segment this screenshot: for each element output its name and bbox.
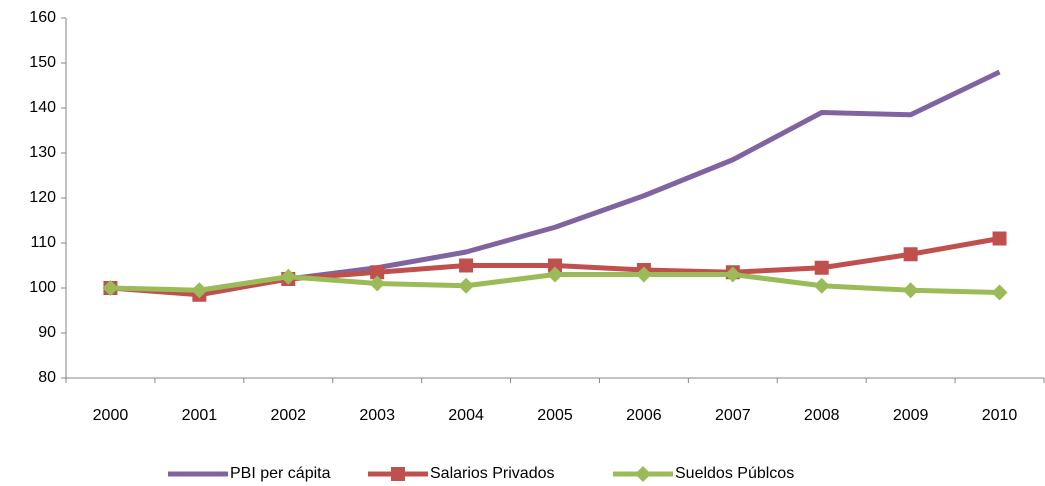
y-tick-label: 100 <box>29 279 56 296</box>
marker <box>724 266 741 283</box>
x-tick-label: 2005 <box>537 407 573 424</box>
marker <box>191 282 208 299</box>
x-tick-label: 2007 <box>715 407 751 424</box>
marker <box>813 277 830 294</box>
y-tick-label: 140 <box>29 99 56 116</box>
legend-label: PBI per cápita <box>230 465 331 482</box>
marker <box>635 266 652 283</box>
marker <box>391 467 405 481</box>
y-tick-label: 80 <box>38 369 56 386</box>
marker <box>991 284 1008 301</box>
marker <box>635 466 651 482</box>
x-tick-label: 2001 <box>182 407 218 424</box>
y-tick-label: 120 <box>29 189 56 206</box>
x-tick-label: 2006 <box>626 407 662 424</box>
x-tick-label: 2003 <box>359 407 395 424</box>
marker <box>369 275 386 292</box>
x-tick-label: 2008 <box>804 407 840 424</box>
y-tick-label: 130 <box>29 144 56 161</box>
x-tick-label: 2000 <box>93 407 129 424</box>
y-tick-label: 110 <box>30 234 56 251</box>
marker <box>459 258 474 273</box>
marker <box>547 266 563 283</box>
marker <box>370 265 385 280</box>
marker <box>458 277 475 294</box>
marker <box>992 231 1007 246</box>
y-tick-label: 90 <box>38 324 56 341</box>
legend-label: Salarios Privados <box>430 465 555 482</box>
marker <box>548 258 562 273</box>
x-tick-label: 2010 <box>982 407 1018 424</box>
x-tick-label: 2009 <box>893 407 929 424</box>
marker <box>102 280 119 296</box>
x-tick-label: 2004 <box>448 407 484 424</box>
x-tick-label: 2002 <box>270 407 306 424</box>
marker <box>814 260 829 275</box>
legend-label: Sueldos Públcos <box>675 465 794 482</box>
marker <box>903 247 918 262</box>
y-tick-label: 160 <box>29 9 56 26</box>
y-tick-label: 150 <box>29 54 56 71</box>
marker <box>280 268 297 285</box>
marker <box>902 282 919 299</box>
